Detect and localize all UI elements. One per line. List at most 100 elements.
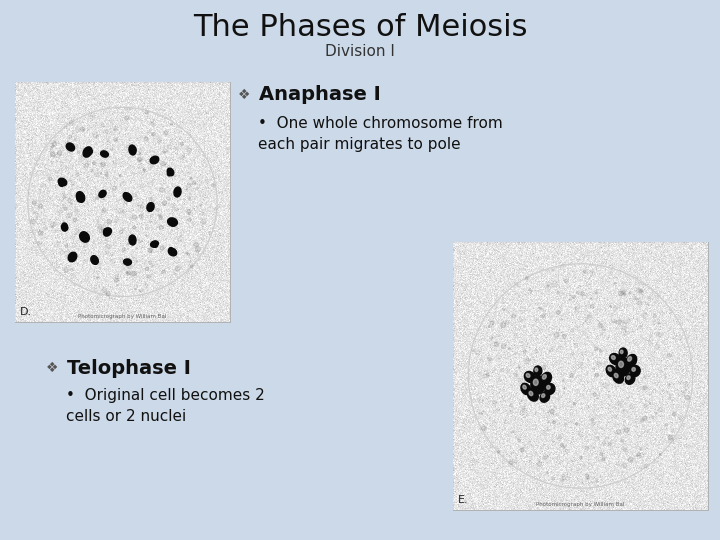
Circle shape	[539, 397, 542, 401]
Circle shape	[56, 176, 58, 177]
Circle shape	[547, 285, 549, 287]
Ellipse shape	[608, 367, 611, 371]
Circle shape	[565, 449, 567, 451]
Circle shape	[488, 325, 490, 327]
Circle shape	[580, 286, 581, 287]
Circle shape	[152, 133, 155, 136]
Circle shape	[163, 131, 168, 135]
Circle shape	[523, 350, 526, 354]
Ellipse shape	[620, 350, 623, 354]
Circle shape	[50, 222, 55, 227]
Circle shape	[99, 267, 101, 268]
Circle shape	[554, 333, 559, 338]
Circle shape	[150, 265, 153, 267]
Circle shape	[588, 406, 590, 408]
Circle shape	[509, 461, 513, 465]
Circle shape	[639, 326, 642, 329]
Ellipse shape	[168, 218, 177, 226]
Circle shape	[175, 266, 180, 271]
Circle shape	[528, 288, 531, 291]
Circle shape	[578, 432, 583, 437]
Circle shape	[517, 318, 522, 322]
Circle shape	[541, 314, 545, 318]
Circle shape	[680, 339, 681, 341]
Circle shape	[645, 302, 648, 305]
Circle shape	[643, 464, 647, 468]
Ellipse shape	[129, 235, 136, 245]
Ellipse shape	[611, 356, 616, 360]
Circle shape	[553, 281, 557, 285]
Circle shape	[562, 474, 564, 477]
Circle shape	[145, 227, 148, 230]
Circle shape	[66, 166, 68, 168]
Ellipse shape	[167, 168, 174, 176]
Circle shape	[472, 350, 474, 352]
Circle shape	[669, 438, 674, 443]
Circle shape	[188, 213, 191, 215]
Circle shape	[171, 249, 174, 252]
Circle shape	[598, 323, 602, 327]
Text: E.: E.	[458, 495, 469, 505]
Ellipse shape	[619, 348, 627, 358]
Circle shape	[593, 447, 595, 448]
Circle shape	[597, 436, 599, 438]
Circle shape	[543, 456, 546, 460]
Ellipse shape	[606, 366, 616, 377]
Circle shape	[138, 157, 142, 161]
Circle shape	[562, 379, 564, 382]
Circle shape	[31, 208, 32, 211]
Circle shape	[153, 227, 154, 228]
Circle shape	[91, 170, 94, 172]
Circle shape	[658, 322, 660, 324]
Ellipse shape	[627, 376, 630, 380]
Circle shape	[581, 292, 585, 296]
Circle shape	[186, 188, 188, 191]
Ellipse shape	[150, 158, 156, 162]
Circle shape	[591, 482, 593, 484]
Circle shape	[550, 409, 554, 414]
Circle shape	[543, 433, 546, 436]
Circle shape	[85, 150, 86, 152]
Circle shape	[78, 122, 80, 123]
Circle shape	[570, 374, 574, 377]
Circle shape	[562, 480, 564, 482]
Ellipse shape	[616, 358, 630, 376]
Ellipse shape	[540, 392, 549, 402]
Circle shape	[629, 292, 631, 294]
Circle shape	[147, 275, 150, 278]
Circle shape	[639, 289, 642, 293]
FancyBboxPatch shape	[453, 242, 708, 510]
Circle shape	[127, 265, 132, 269]
Circle shape	[557, 397, 559, 400]
Circle shape	[658, 408, 662, 412]
Ellipse shape	[523, 385, 526, 389]
Circle shape	[105, 239, 107, 240]
Circle shape	[35, 213, 39, 217]
Circle shape	[38, 231, 43, 235]
Circle shape	[560, 444, 564, 447]
Circle shape	[657, 381, 659, 383]
Text: Anaphase I: Anaphase I	[259, 85, 381, 105]
Ellipse shape	[529, 392, 533, 396]
Circle shape	[143, 170, 145, 172]
Ellipse shape	[618, 361, 624, 368]
Circle shape	[76, 213, 79, 216]
Ellipse shape	[524, 372, 536, 382]
Circle shape	[114, 129, 115, 131]
Circle shape	[180, 142, 184, 146]
Circle shape	[560, 477, 564, 481]
Ellipse shape	[104, 228, 112, 236]
Circle shape	[117, 142, 119, 143]
Circle shape	[144, 137, 148, 141]
Circle shape	[81, 127, 85, 131]
Circle shape	[680, 383, 681, 384]
Ellipse shape	[541, 394, 545, 397]
Circle shape	[96, 136, 99, 138]
Circle shape	[187, 209, 192, 213]
Circle shape	[636, 288, 641, 293]
Circle shape	[96, 197, 99, 200]
Circle shape	[549, 348, 553, 352]
Circle shape	[183, 155, 185, 157]
Circle shape	[151, 202, 155, 206]
Circle shape	[162, 270, 166, 273]
